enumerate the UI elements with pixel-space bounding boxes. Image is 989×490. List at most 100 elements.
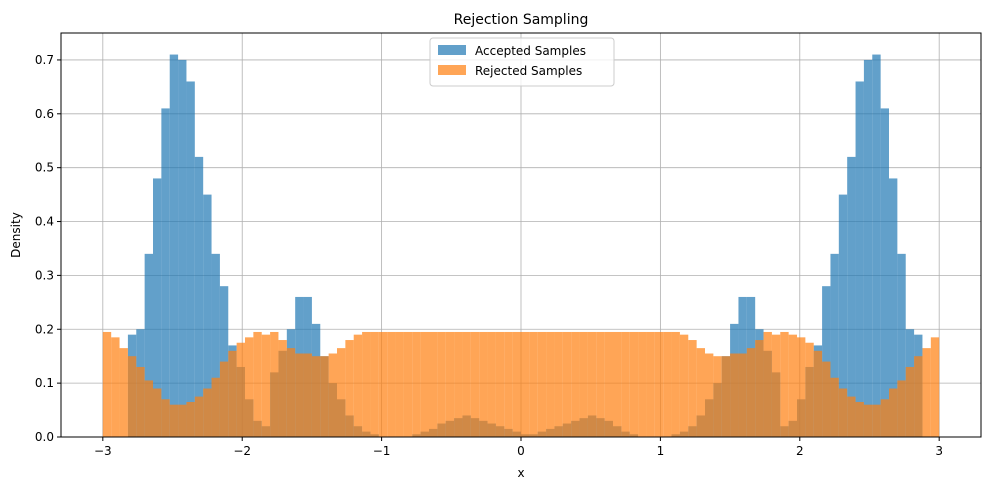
histogram-bar: [194, 396, 204, 437]
histogram-bar: [554, 331, 563, 437]
histogram-bar: [403, 331, 413, 437]
histogram-bar: [479, 331, 488, 437]
histogram-bar: [311, 356, 321, 437]
histogram-bar: [646, 331, 655, 437]
histogram-bar: [219, 361, 229, 437]
histogram-bar: [805, 342, 814, 437]
histogram-bar: [889, 178, 898, 437]
histogram-bar: [529, 331, 538, 437]
histogram-bar: [897, 253, 906, 437]
histogram-bar: [136, 366, 145, 437]
histogram-bar: [270, 331, 279, 437]
histogram-bar: [462, 331, 471, 437]
histogram-bar: [922, 348, 931, 437]
histogram-bar: [261, 334, 271, 437]
histogram-bar: [830, 253, 839, 437]
histogram-bar: [855, 401, 864, 437]
histogram-bar: [872, 54, 881, 438]
histogram-bar: [763, 331, 772, 437]
histogram-bar: [111, 337, 120, 437]
histogram-bar: [144, 380, 153, 437]
x-tick-label: 1: [657, 444, 665, 458]
histogram-bar: [161, 108, 170, 437]
legend-label: Rejected Samples: [475, 64, 582, 78]
histogram-bar: [830, 377, 839, 437]
histogram-bar: [153, 388, 162, 437]
histogram-bar: [679, 334, 689, 437]
histogram-bar: [194, 156, 204, 438]
histogram-bar: [337, 348, 346, 437]
histogram-bar: [897, 380, 906, 437]
x-tick-label: 0: [517, 444, 525, 458]
histogram-bar: [495, 331, 505, 437]
histogram-bar: [771, 334, 781, 437]
y-axis-title: Density: [9, 212, 23, 258]
histogram-bar: [228, 350, 237, 437]
histogram-bar: [512, 331, 521, 437]
histogram-bar: [178, 59, 187, 437]
histogram-bar: [362, 331, 371, 437]
histogram-bar: [320, 356, 329, 437]
histogram-bar: [880, 108, 889, 437]
histogram-bar: [863, 59, 873, 437]
histogram-bar: [521, 331, 530, 437]
histogram-bar: [470, 331, 480, 437]
histogram-bar: [378, 331, 388, 437]
y-tick-label: 0.4: [35, 215, 54, 229]
x-tick-label: 2: [796, 444, 804, 458]
histogram-bar: [855, 81, 864, 437]
histogram-bar: [872, 404, 881, 437]
y-tick-label: 0.7: [35, 53, 54, 67]
legend-label: Accepted Samples: [475, 44, 586, 58]
histogram-bar: [638, 331, 647, 437]
legend: Accepted Samples Rejected Samples: [429, 37, 615, 87]
histogram-bar: [930, 337, 940, 437]
histogram-bar: [353, 334, 363, 437]
histogram-bar: [629, 331, 639, 437]
bars-layer: [102, 54, 940, 438]
histogram-bar: [186, 401, 195, 437]
histogram-bar: [671, 331, 680, 437]
histogram-bar: [663, 331, 672, 437]
histogram-bar: [203, 194, 212, 437]
y-tick-label: 0.0: [35, 430, 54, 444]
histogram-bar: [437, 331, 446, 437]
histogram-bar: [161, 399, 170, 437]
x-tick-label: −2: [233, 444, 251, 458]
y-tick-label: 0.5: [35, 161, 54, 175]
histogram-bar: [788, 334, 797, 437]
histogram-bar: [328, 353, 337, 437]
y-axis-ticks: 0.0 0.1 0.2 0.3 0.4 0.5 0.6 0.7: [35, 53, 61, 444]
histogram-bar: [822, 361, 831, 437]
histogram-bar: [420, 331, 429, 437]
legend-swatch: [438, 45, 466, 55]
histogram-bar: [596, 331, 605, 437]
histogram-bar: [144, 253, 153, 437]
histogram-bar: [579, 331, 588, 437]
histogram-bar: [746, 348, 756, 437]
histogram-bar: [169, 404, 179, 437]
histogram-bar: [705, 353, 714, 437]
histogram-bar: [370, 331, 379, 437]
histogram-bar: [838, 388, 848, 437]
histogram-bar: [153, 178, 162, 437]
histogram-bar: [914, 356, 923, 437]
histogram-bar: [345, 340, 354, 437]
legend-box: [429, 37, 615, 87]
x-axis-title: x: [517, 466, 524, 480]
histogram-bar: [445, 331, 455, 437]
histogram-bar: [387, 331, 396, 437]
y-tick-label: 0.6: [35, 107, 54, 121]
histogram-bar: [587, 331, 597, 437]
histogram-bar: [738, 353, 747, 437]
histogram-bar: [127, 356, 137, 437]
chart-title: Rejection Sampling: [454, 12, 589, 28]
histogram-bar: [253, 331, 262, 437]
histogram-bar: [203, 388, 212, 437]
histogram-bar: [211, 253, 220, 437]
histogram-bar: [889, 388, 898, 437]
histogram-bar: [546, 331, 555, 437]
histogram-bar: [863, 404, 873, 437]
histogram-bar: [395, 331, 404, 437]
